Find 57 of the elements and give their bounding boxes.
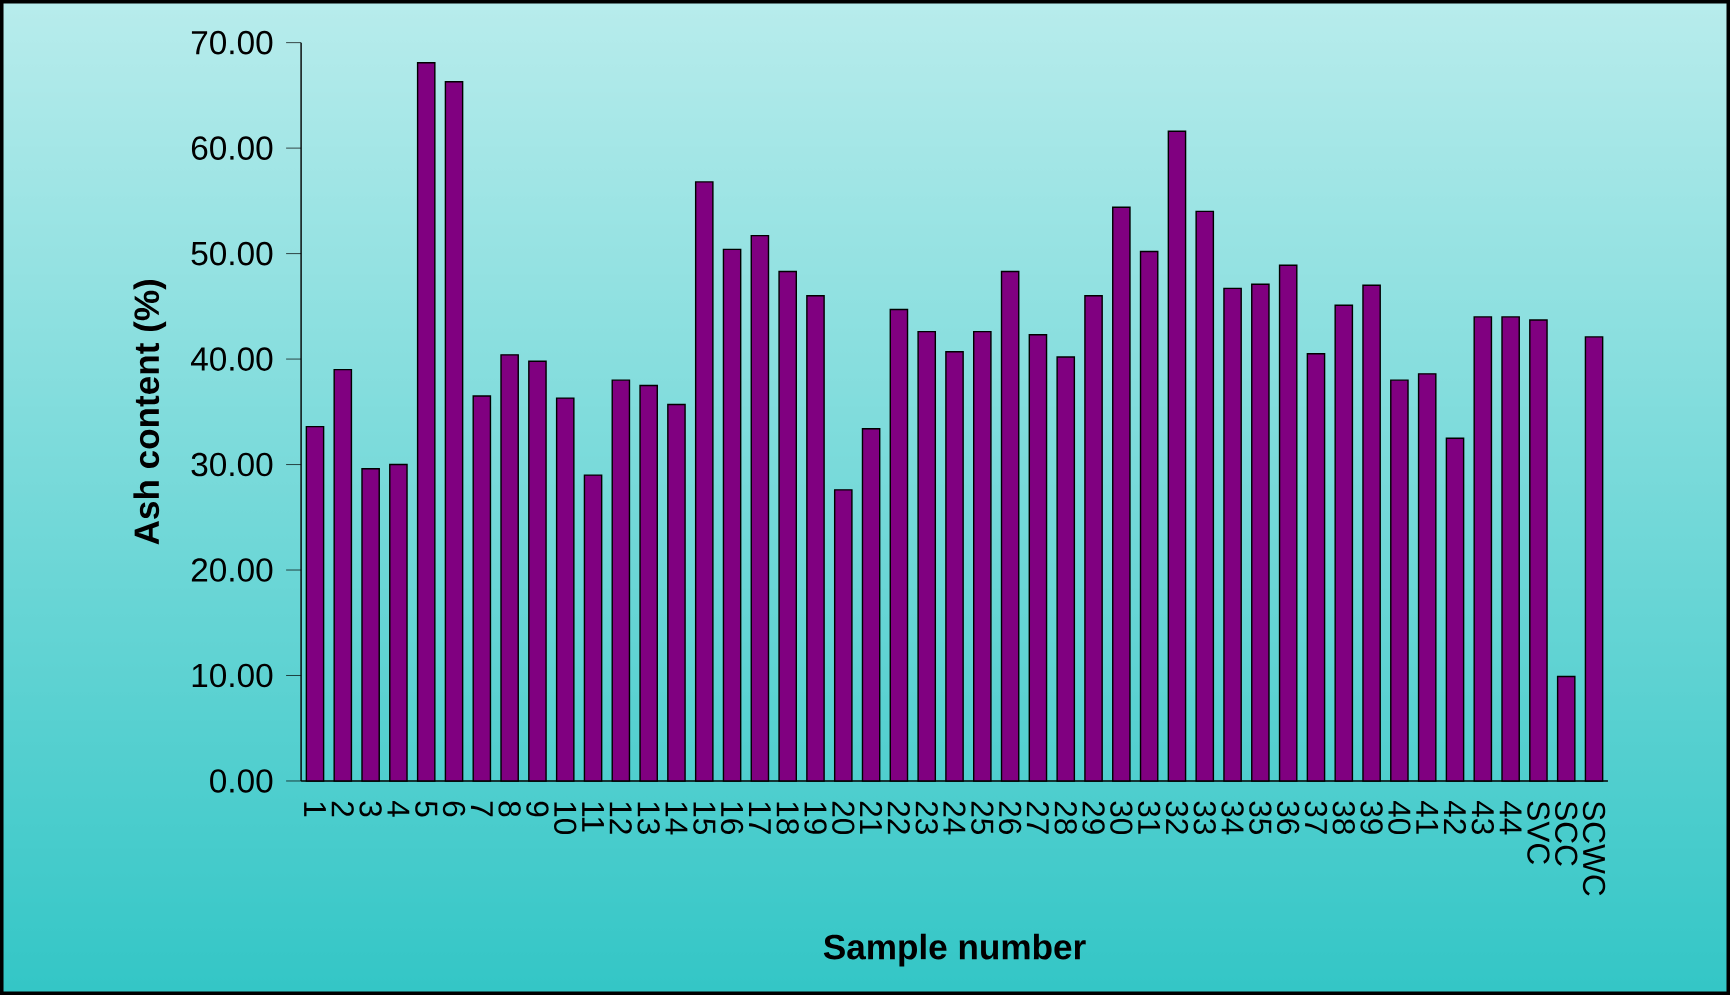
x-tick-label: 29 (1082, 801, 1105, 834)
x-tick-label: SCC (1555, 801, 1578, 866)
x-tick-label: 13 (637, 802, 660, 834)
x-tick-label: 26 (998, 801, 1022, 834)
x-tick-label: 6 (442, 801, 466, 817)
x-tick-label: 42 (1443, 800, 1467, 834)
x-tick-label: 27 (1026, 801, 1049, 834)
x-axis-title: Sample number (823, 933, 1086, 967)
x-tick-label: 10 (554, 802, 577, 835)
x-tick-label: 32 (1165, 801, 1189, 834)
x-tick-label: SCWC (1582, 801, 1606, 896)
x-tick-label: 38 (1332, 801, 1355, 834)
x-tick-label: 31 (1137, 801, 1161, 834)
x-tick-label: 35 (1249, 801, 1272, 834)
x-tick-label: 22 (887, 801, 910, 834)
y-tick-label: 30.00 (191, 452, 273, 477)
x-tick-label: 36 (1276, 801, 1300, 834)
x-tick-label: 16 (720, 802, 744, 834)
x-tick-label: 37 (1304, 801, 1328, 834)
y-tick-label: 0.00 (210, 769, 273, 793)
y-tick-label: 40.00 (190, 347, 273, 371)
x-tick-label: 12 (609, 802, 632, 834)
x-tick-label: 28 (1054, 801, 1077, 834)
x-tick-label: 14 (665, 802, 688, 835)
x-tick-label: 44 (1499, 800, 1522, 835)
x-tick-label: 1 (304, 802, 326, 817)
y-tick-label: 10.00 (192, 663, 273, 688)
x-tick-label: 39 (1360, 801, 1383, 834)
x-tick-label: 9 (526, 801, 549, 817)
x-tick-label: 21 (860, 801, 883, 834)
x-tick-label: 41 (1416, 800, 1439, 834)
x-tick-label: 3 (359, 801, 382, 817)
y-tick-label: 70.00 (191, 30, 273, 55)
x-tick-label: 2 (331, 801, 354, 817)
y-tick-label: 50.00 (191, 241, 273, 266)
x-tick-label: 23 (915, 801, 938, 834)
x-tick-label: 24 (943, 801, 966, 835)
x-tick-label: 34 (1221, 801, 1244, 835)
x-tick-label: 30 (1110, 801, 1133, 835)
y-tick-label: 20.00 (191, 558, 273, 582)
x-tick-label: 8 (498, 801, 521, 817)
x-tick-label: 11 (582, 802, 604, 832)
x-tick-label: 33 (1193, 801, 1216, 834)
x-tick-label: 5 (415, 801, 438, 817)
y-axis-title: Ash content (%) (133, 279, 167, 545)
x-tick-label: 25 (971, 801, 994, 834)
x-tick-label: 43 (1471, 800, 1495, 834)
x-tick-label: 18 (776, 802, 799, 834)
x-tick-label: 19 (804, 802, 827, 834)
x-tick-label: 40 (1388, 800, 1411, 835)
y-tick-label: 60.00 (191, 136, 273, 160)
x-tick-label: SVC (1527, 801, 1550, 864)
x-tick-label: 17 (749, 802, 771, 834)
x-tick-label: 15 (693, 802, 716, 834)
x-tick-label: 4 (387, 800, 410, 817)
x-tick-label: 20 (832, 801, 855, 835)
x-tick-label: 7 (470, 801, 493, 817)
